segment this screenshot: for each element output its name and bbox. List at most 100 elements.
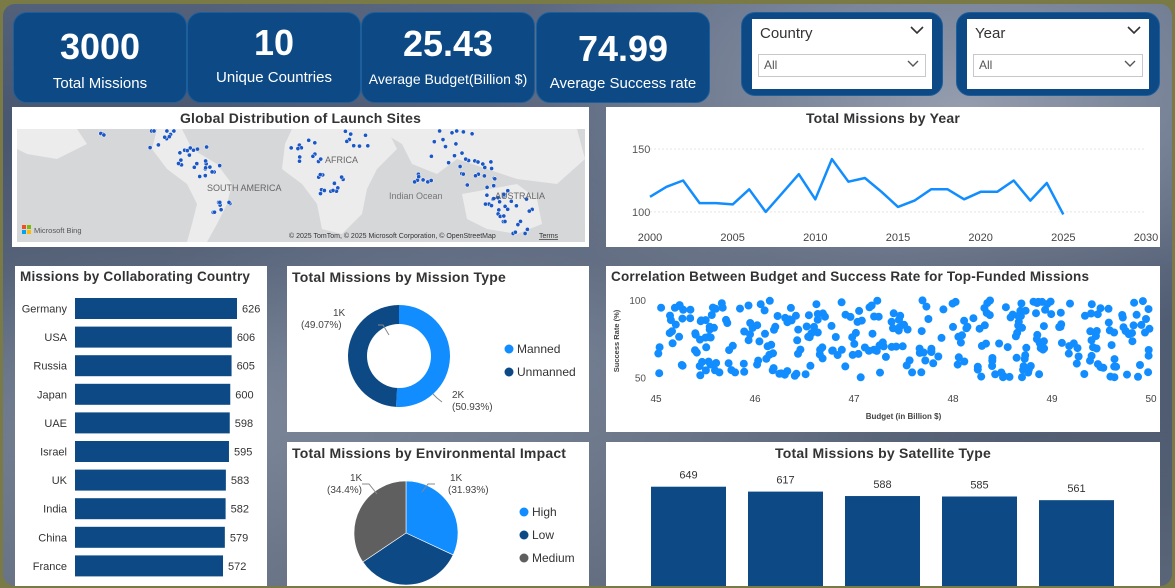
country-dropdown[interactable]: All	[758, 54, 926, 77]
country-slicer-title: Country	[760, 25, 813, 42]
scatter-point	[1039, 345, 1047, 354]
scatter-point	[675, 302, 684, 311]
legend-marker	[519, 530, 529, 540]
scatter-point	[1129, 321, 1138, 330]
donut-hole	[367, 324, 431, 388]
y-tick-label: 100	[632, 207, 650, 219]
legend-label: Low	[532, 528, 554, 542]
launch-site-marker	[501, 191, 507, 197]
scatter-point	[773, 312, 782, 320]
scatter-point	[736, 304, 744, 313]
scatter-point	[1092, 327, 1101, 335]
chevron-down-icon[interactable]	[910, 25, 924, 35]
launch-site-marker	[463, 156, 469, 162]
bar	[75, 498, 226, 520]
scatter-point	[988, 356, 997, 365]
launch-site-marker	[497, 199, 502, 205]
launch-site-marker	[167, 134, 172, 139]
scatter-point	[707, 311, 716, 319]
bar	[75, 469, 226, 491]
scatter-point	[724, 359, 733, 368]
scatter-point	[698, 357, 707, 366]
x-tick-label: 45	[650, 394, 662, 405]
scatter-point	[1021, 351, 1030, 360]
bar	[75, 326, 232, 348]
bar-value-label: 600	[235, 389, 253, 401]
launch-site-marker	[505, 188, 511, 194]
launch-site-marker	[177, 150, 183, 156]
chevron-down-icon	[1124, 60, 1136, 67]
launch-site-marker	[197, 174, 203, 179]
launch-site-marker	[187, 152, 192, 158]
launch-site-marker	[297, 154, 303, 160]
scatter-point	[657, 303, 666, 312]
scatter-point	[1039, 337, 1048, 346]
scatter-point	[969, 314, 978, 323]
env-impact-chart[interactable]: 1K (31.93%) 1K (34.4%) High Low Medium	[287, 464, 589, 586]
scatter-point	[1137, 320, 1146, 329]
scatter-point	[982, 339, 990, 348]
scatter-point	[1066, 299, 1074, 308]
launch-site-marker	[526, 208, 532, 214]
launch-site-marker	[295, 146, 301, 151]
scatter-point	[722, 315, 730, 324]
launch-site-marker	[489, 203, 494, 208]
kpi-card-average-success-rate: 74.99 Average Success rate	[536, 12, 710, 103]
scatter-chart[interactable]: 50 100 45 46 47 48 49 50 Budget (in Billion $) Su…	[606, 290, 1160, 432]
chevron-down-icon[interactable]	[1127, 25, 1141, 35]
scatter-point	[786, 303, 795, 312]
mission-type-panel: Total Missions by Mission Type 1K (49.07…	[287, 266, 589, 432]
scatter-point	[962, 324, 971, 333]
launch-site-marker	[522, 231, 528, 236]
launch-site-marker	[484, 192, 490, 198]
scatter-point	[1086, 356, 1094, 365]
year-slicer: Year All	[956, 12, 1160, 96]
scatter-point	[794, 325, 803, 334]
launch-site-marker	[147, 145, 153, 150]
mission-type-chart[interactable]: 1K (49.07%) 2K (50.93%) Manned Unmanned	[287, 290, 589, 432]
bar-value-label: 606	[237, 332, 255, 344]
year-dropdown[interactable]: All	[973, 54, 1143, 77]
map-terms-link[interactable]: Terms	[539, 233, 559, 240]
bar-value-label: 561	[1067, 483, 1085, 495]
missions-by-year-chart[interactable]: 100 150 2000 2005 2010 2015 2020 2025 2030	[606, 129, 1160, 247]
scatter-title: Correlation Between Budget and Success R…	[611, 269, 1090, 284]
scatter-point	[999, 373, 1007, 382]
map-attribution[interactable]: © 2025 TomTom, © 2025 Microsoft Corporat…	[289, 232, 496, 240]
scatter-point	[1011, 332, 1020, 341]
x-tick-label: 50	[1145, 394, 1157, 405]
launch-site-marker	[343, 129, 348, 134]
bar-value-label: 583	[231, 475, 249, 487]
launch-site-marker	[330, 188, 336, 193]
launch-site-marker	[454, 129, 460, 134]
scatter-point	[1047, 310, 1056, 319]
scatter-point	[872, 346, 881, 355]
bar	[75, 555, 224, 577]
launch-site-marker	[187, 145, 193, 151]
kpi-label: Average Success rate	[549, 75, 697, 92]
launch-site-marker	[348, 131, 354, 137]
scatter-point	[760, 306, 769, 315]
bar	[75, 441, 229, 462]
scatter-point	[665, 329, 674, 338]
scatter-point	[1136, 361, 1144, 369]
launch-site-marker	[525, 227, 530, 232]
scatter-point	[744, 301, 753, 310]
satellite-title: Total Missions by Satellite Type	[775, 445, 991, 461]
scatter-point	[769, 364, 778, 373]
collab-country-chart[interactable]: Germany 626 USA 606 Russia 605 Japan 600 UAE 598 I…	[15, 290, 267, 586]
scatter-point	[991, 370, 1000, 379]
bar	[942, 496, 1017, 586]
scatter-point	[1032, 335, 1041, 344]
country-slicer: Country All	[741, 12, 943, 96]
scatter-point	[756, 300, 765, 309]
scatter-point	[868, 329, 877, 338]
map[interactable]: SOUTH AMERICA AFRICA Indian Ocean AUSTRA…	[17, 129, 585, 242]
scatter-point	[1145, 324, 1154, 333]
launch-site-marker	[351, 143, 357, 149]
satellite-chart[interactable]: 649 617 588 585 561	[606, 464, 1160, 586]
launch-site-marker	[449, 130, 455, 136]
scatter-point	[1064, 349, 1073, 358]
scatter-point	[1128, 329, 1136, 338]
scatter-point	[982, 308, 991, 317]
